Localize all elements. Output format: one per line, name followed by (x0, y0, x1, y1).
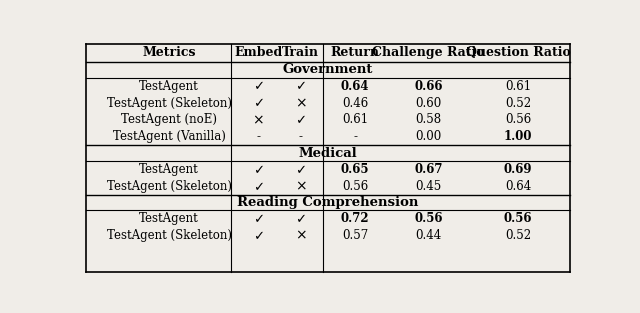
Text: TestAgent (noE): TestAgent (noE) (121, 113, 217, 126)
Text: $\times$: $\times$ (295, 228, 307, 243)
Text: 0.64: 0.64 (505, 180, 531, 193)
Text: 0.58: 0.58 (416, 113, 442, 126)
Text: 0.66: 0.66 (415, 80, 443, 93)
Text: TestAgent: TestAgent (140, 212, 199, 225)
Text: $\checkmark$: $\checkmark$ (253, 212, 264, 225)
Text: 1.00: 1.00 (504, 131, 532, 143)
Text: $\times$: $\times$ (295, 179, 307, 193)
Text: 0.46: 0.46 (342, 96, 368, 110)
Text: Metrics: Metrics (142, 46, 196, 59)
Text: 0.00: 0.00 (415, 131, 442, 143)
Text: 0.72: 0.72 (341, 212, 369, 225)
Text: $\checkmark$: $\checkmark$ (253, 163, 264, 176)
Text: -: - (353, 131, 357, 143)
Text: TestAgent (Skeleton): TestAgent (Skeleton) (107, 180, 232, 193)
Text: $\checkmark$: $\checkmark$ (296, 113, 307, 126)
Text: TestAgent (Vanilla): TestAgent (Vanilla) (113, 131, 225, 143)
Text: 0.56: 0.56 (505, 113, 531, 126)
Text: $\checkmark$: $\checkmark$ (253, 180, 264, 193)
Text: Reading Comprehension: Reading Comprehension (237, 196, 419, 209)
Text: 0.45: 0.45 (415, 180, 442, 193)
Text: 0.67: 0.67 (415, 163, 443, 176)
Text: TestAgent (Skeleton): TestAgent (Skeleton) (107, 96, 232, 110)
Text: $\times$: $\times$ (252, 113, 264, 127)
Text: $\checkmark$: $\checkmark$ (296, 163, 307, 176)
Text: 0.61: 0.61 (505, 80, 531, 93)
Text: 0.52: 0.52 (505, 96, 531, 110)
Text: 0.44: 0.44 (415, 229, 442, 242)
Text: Question Ratio: Question Ratio (465, 46, 570, 59)
Text: 0.64: 0.64 (341, 80, 369, 93)
Text: TestAgent (Skeleton): TestAgent (Skeleton) (107, 229, 232, 242)
Text: -: - (256, 131, 260, 143)
Text: $\checkmark$: $\checkmark$ (253, 96, 264, 110)
Text: $\checkmark$: $\checkmark$ (253, 229, 264, 242)
Text: Challenge Ratio: Challenge Ratio (372, 46, 485, 59)
Text: $\checkmark$: $\checkmark$ (296, 80, 307, 93)
Text: Embed: Embed (234, 46, 282, 59)
Text: Return: Return (331, 46, 380, 59)
Text: Government: Government (283, 64, 373, 76)
Text: 0.69: 0.69 (504, 163, 532, 176)
Text: 0.52: 0.52 (505, 229, 531, 242)
Text: 0.56: 0.56 (504, 212, 532, 225)
Text: Medical: Medical (299, 146, 357, 160)
Text: 0.57: 0.57 (342, 229, 368, 242)
Text: 0.60: 0.60 (415, 96, 442, 110)
Text: $\checkmark$: $\checkmark$ (296, 212, 307, 225)
Text: -: - (299, 131, 303, 143)
Text: 0.65: 0.65 (341, 163, 369, 176)
Text: 0.56: 0.56 (342, 180, 368, 193)
Text: $\times$: $\times$ (295, 96, 307, 110)
Text: 0.61: 0.61 (342, 113, 368, 126)
Text: TestAgent: TestAgent (140, 80, 199, 93)
Text: Train: Train (282, 46, 319, 59)
Text: $\checkmark$: $\checkmark$ (253, 80, 264, 93)
Text: 0.56: 0.56 (415, 212, 443, 225)
Text: TestAgent: TestAgent (140, 163, 199, 176)
